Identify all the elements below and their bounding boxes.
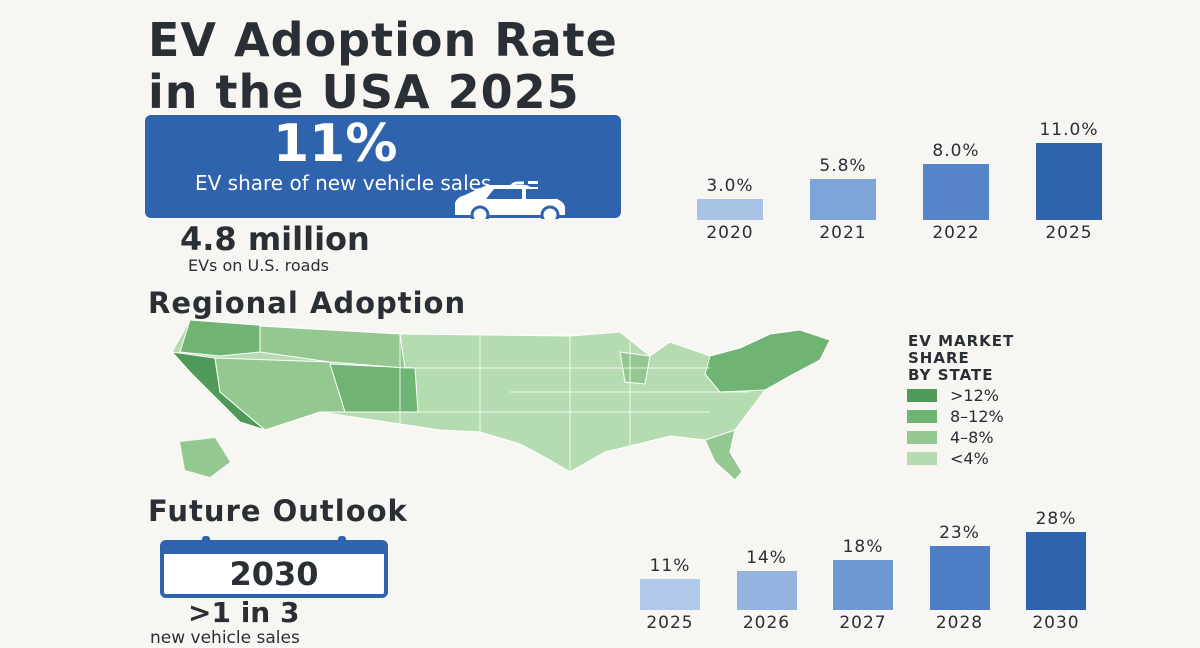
future-headline: >1 in 3 — [188, 596, 300, 629]
x-tick-label: 2027 — [839, 613, 887, 633]
fleet-value: 4.8 million — [180, 220, 370, 258]
us-map — [170, 319, 831, 481]
x-tick-label: 2020 — [706, 223, 754, 243]
bar-2022 — [923, 164, 989, 220]
legend-swatch — [907, 452, 937, 465]
legend-item: 4–8% — [907, 429, 1027, 447]
x-tick-label: 2022 — [932, 223, 980, 243]
bar-value-label: 23% — [939, 522, 980, 543]
legend-item: 8–12% — [907, 408, 1027, 426]
bar-value-label: 11% — [649, 556, 691, 577]
x-tick-label: 2025 — [646, 613, 694, 633]
regional-heading: Regional Adoption — [148, 286, 467, 320]
ev-car-charging-icon — [455, 181, 565, 219]
x-tick-label: 2021 — [819, 223, 867, 243]
x-tick-label: 2026 — [742, 613, 791, 633]
legend-swatch — [907, 431, 937, 444]
bar-2028 — [929, 545, 990, 610]
bar-2021 — [810, 179, 876, 220]
fleet-label: EVs on U.S. roads — [188, 256, 329, 275]
bar-value-label: 11.0% — [1039, 120, 1099, 140]
future-heading: Future Outlook — [148, 494, 408, 528]
page-title: EV Adoption Rate in the USA 2025 — [148, 13, 618, 119]
ev-share-card: 11% EV share of new vehicle sales — [145, 114, 621, 219]
future-sub: new vehicle sales — [150, 628, 300, 648]
legend-item: <4% — [907, 450, 1027, 468]
legend-title: EV MARKET SHARE BY STATE — [908, 332, 1015, 384]
bar-value-label: 3.0% — [706, 176, 754, 196]
bar-value-label: 28% — [1035, 508, 1077, 529]
bar-2027 — [833, 559, 893, 610]
region-northwest — [259, 325, 406, 369]
bar-2025 — [640, 579, 700, 610]
ev-share-label: EV share of new vehicle sales — [195, 171, 492, 195]
region-colorado — [329, 363, 419, 413]
region-northeast — [704, 329, 831, 393]
bar-2020 — [697, 199, 763, 220]
region-west-coast — [179, 319, 271, 357]
calendar-icon: 2030 — [160, 536, 388, 598]
alaska — [180, 438, 230, 477]
ev-share-value: 11% — [273, 114, 398, 174]
bar-2025 — [1036, 143, 1102, 220]
region-southwest — [214, 357, 346, 431]
bar-value-label: 14% — [746, 547, 787, 568]
region-florida — [704, 429, 743, 481]
bar-2030 — [1026, 531, 1086, 610]
legend-swatch — [907, 410, 937, 423]
legend-swatch — [907, 389, 937, 402]
x-tick-label: 2025 — [1045, 223, 1093, 243]
bar-value-label: 5.8% — [819, 156, 867, 177]
bar-value-label: 8.0% — [932, 141, 980, 161]
bar-2026 — [736, 570, 797, 610]
x-tick-label: 2028 — [935, 613, 984, 633]
legend-item: >12% — [907, 387, 1027, 405]
target-year: 2030 — [229, 555, 319, 593]
bar-value-label: 18% — [842, 536, 884, 557]
x-tick-label: 2030 — [1032, 613, 1080, 633]
